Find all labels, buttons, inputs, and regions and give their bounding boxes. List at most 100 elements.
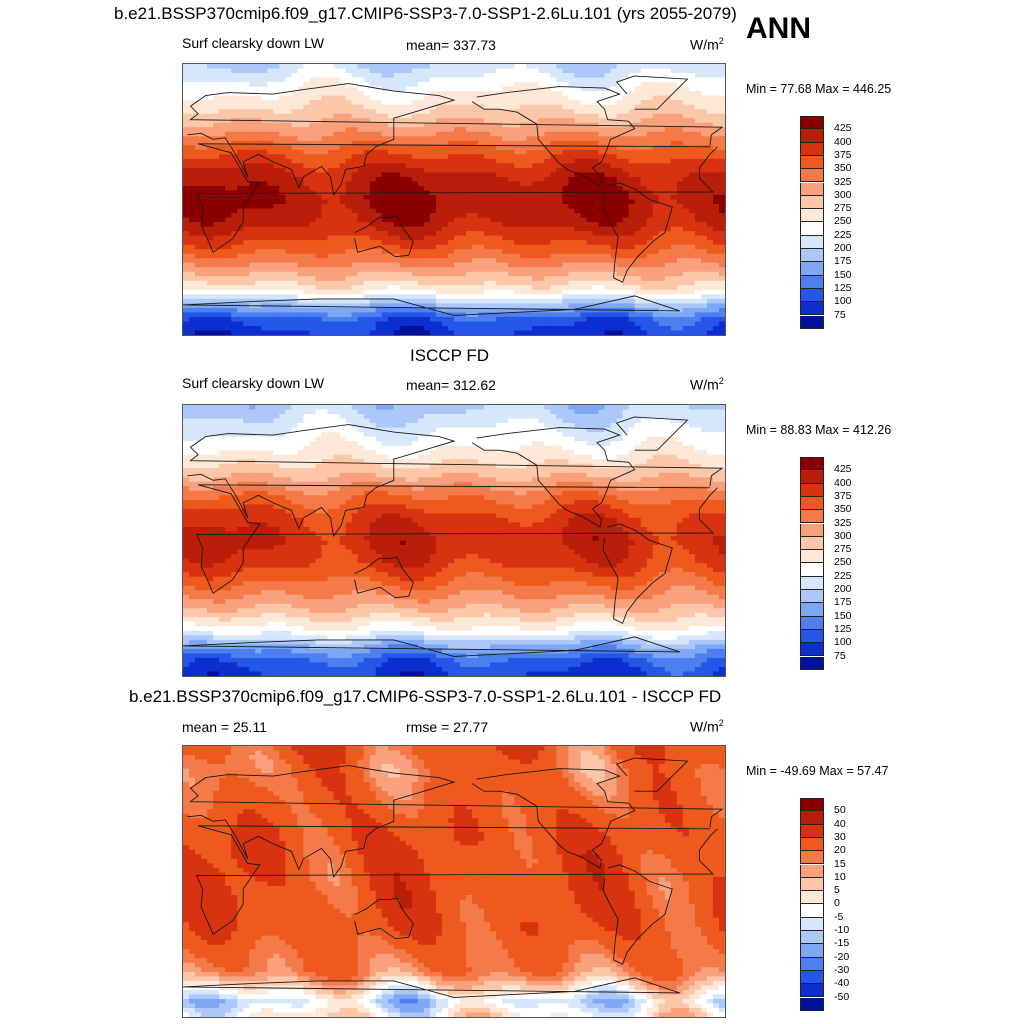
map-cell	[435, 298, 443, 304]
map-cell	[538, 82, 545, 88]
map-cell	[357, 213, 365, 219]
map-cell	[520, 122, 527, 128]
map-cell	[616, 280, 624, 286]
map-cell	[586, 104, 594, 110]
map-cell	[616, 145, 624, 151]
map-cell	[508, 64, 515, 70]
map-cell	[219, 271, 226, 277]
map-cell	[664, 285, 672, 291]
map-cell	[189, 267, 196, 273]
map-cell	[351, 307, 359, 314]
map-cell	[550, 122, 557, 128]
map-cell	[568, 136, 576, 142]
map-cell	[526, 231, 533, 237]
map-cell	[502, 64, 509, 70]
map-cell	[598, 68, 606, 74]
map-cell	[261, 149, 268, 155]
map-cell	[267, 240, 274, 246]
map-cell	[700, 307, 708, 314]
map-cell	[502, 158, 509, 164]
map-cell	[700, 122, 708, 128]
map-cell	[502, 271, 509, 277]
map-cell	[592, 244, 600, 250]
map-cell	[544, 213, 551, 219]
map-cell	[538, 271, 545, 277]
map-cell	[514, 136, 521, 142]
map-cell	[285, 240, 292, 246]
map-cell	[357, 289, 365, 295]
map-cell	[586, 235, 594, 241]
map-cell	[345, 262, 353, 268]
map-cell	[279, 307, 286, 314]
map-cell	[255, 122, 262, 128]
map-cell	[267, 285, 274, 291]
map-cell	[189, 285, 196, 291]
map-cell	[183, 194, 190, 201]
minmax-label-model: Min = 77.68 Max = 446.25	[746, 82, 892, 96]
map-cell	[429, 276, 437, 282]
map-cell	[387, 276, 395, 282]
map-cell	[189, 276, 196, 282]
map-cell	[393, 262, 401, 268]
map-cell	[267, 64, 274, 70]
map-cell	[201, 68, 208, 74]
map-cell	[285, 222, 292, 228]
map-cell	[219, 276, 226, 282]
map-cell	[658, 95, 666, 101]
map-cell	[700, 163, 708, 169]
map-cell	[375, 253, 383, 259]
map-cell	[213, 181, 220, 187]
map-cell	[682, 199, 690, 205]
map-cell	[568, 109, 576, 115]
map-cell	[225, 231, 232, 237]
map-cell	[315, 298, 323, 304]
map-cell	[369, 194, 377, 201]
map-cell	[616, 131, 624, 137]
map-cell	[441, 244, 449, 250]
map-cell	[520, 167, 527, 173]
map-cell	[399, 100, 407, 106]
map-cell	[676, 294, 684, 300]
map-cell	[556, 86, 563, 92]
map-cell	[664, 136, 672, 142]
map-cell	[496, 253, 503, 259]
map-cell	[435, 100, 443, 106]
map-cell	[231, 307, 238, 314]
map-cell	[646, 100, 654, 106]
map-cell	[255, 136, 262, 142]
map-cell	[670, 68, 678, 74]
map-cell	[628, 267, 636, 273]
map-cell	[712, 258, 720, 264]
map-cell	[586, 95, 594, 101]
map-cell	[399, 73, 407, 79]
map-cell	[652, 271, 660, 277]
map-cell	[544, 167, 551, 173]
map-cell	[279, 204, 286, 210]
map-cell	[478, 217, 485, 223]
map-cell	[237, 167, 244, 173]
map-cell	[189, 253, 196, 259]
map-cell	[363, 181, 371, 187]
map-cell	[195, 258, 202, 264]
map-cell	[255, 82, 262, 88]
map-cell	[544, 73, 551, 79]
map-cell	[652, 262, 660, 268]
map-cell	[706, 100, 714, 106]
map-cell	[712, 271, 720, 277]
map-cell	[598, 289, 606, 295]
map-cell	[550, 226, 557, 232]
map-cell	[183, 163, 190, 169]
map-cell	[652, 303, 660, 309]
map-cell	[249, 140, 256, 146]
map-cell	[706, 303, 714, 309]
map-cell	[502, 122, 509, 128]
map-cell	[628, 118, 636, 124]
map-cell	[297, 86, 305, 92]
map-cell	[592, 131, 600, 137]
map-cell	[652, 298, 660, 304]
map-cell	[688, 280, 696, 286]
map-cell	[267, 217, 274, 223]
map-cell	[291, 285, 299, 291]
map-cell	[598, 194, 606, 201]
map-cell	[538, 176, 545, 183]
